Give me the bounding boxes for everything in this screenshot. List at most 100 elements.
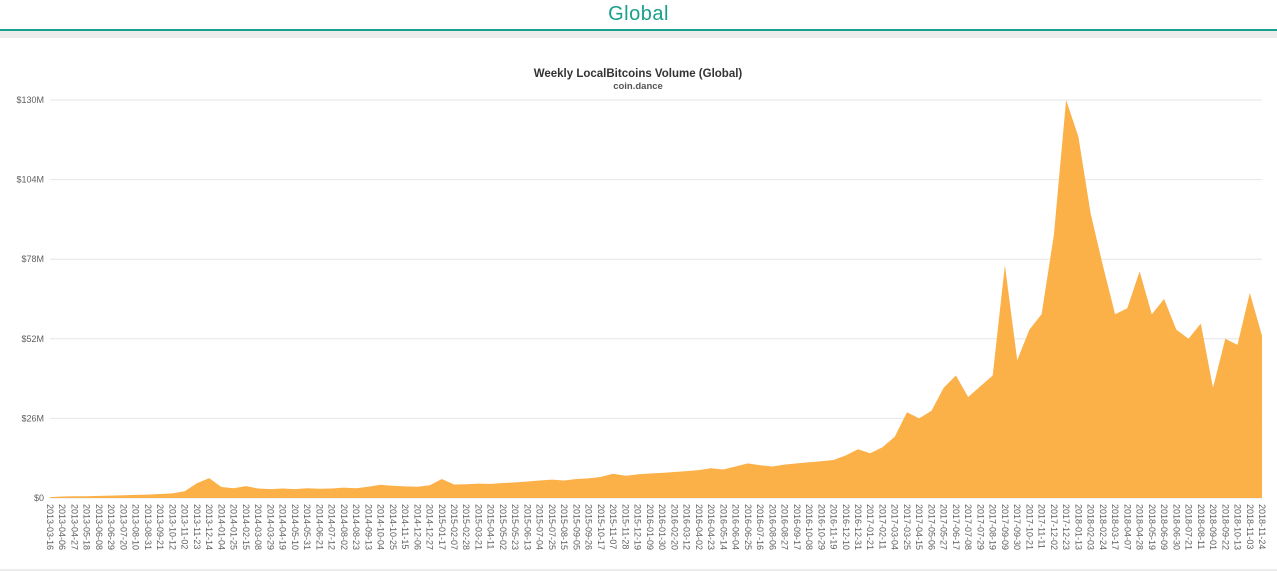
x-axis-tick-label: 2017-05-06 <box>927 504 937 550</box>
x-axis-tick-label: 2017-02-11 <box>878 504 888 549</box>
x-axis-tick-label: 2016-05-14 <box>718 504 728 550</box>
x-axis-tick-label: 2018-05-19 <box>1147 504 1157 550</box>
x-axis-tick-label: 2017-12-02 <box>1049 504 1059 550</box>
x-axis-tick-label: 2017-09-09 <box>1000 504 1010 550</box>
x-axis-tick-label: 2014-11-15 <box>400 504 410 549</box>
x-axis-tick-label: 2016-12-31 <box>853 504 863 550</box>
x-axis-tick-label: 2013-08-10 <box>131 504 141 550</box>
x-axis-tick-label: 2016-02-20 <box>669 504 679 550</box>
chart-subtitle: coin.dance <box>613 81 663 92</box>
x-axis-tick-label: 2013-03-16 <box>45 504 55 550</box>
x-axis-tick-label: 2015-11-28 <box>620 504 630 549</box>
x-axis-tick-label: 2014-05-10 <box>290 504 300 550</box>
x-axis-tick-label: 2014-07-12 <box>327 504 337 550</box>
x-axis-tick-label: 2013-11-02 <box>180 504 190 549</box>
x-axis-tick-label: 2013-05-18 <box>82 504 92 550</box>
x-axis-tick-label: 2015-03-21 <box>474 504 484 550</box>
x-axis-tick-label: 2017-01-21 <box>865 504 875 550</box>
x-axis-tick-label: 2016-06-25 <box>743 504 753 550</box>
x-axis-tick-label: 2016-08-27 <box>780 504 790 550</box>
x-axis-tick-label: 2015-07-25 <box>547 504 557 550</box>
x-axis-tick-label: 2015-09-05 <box>571 504 581 550</box>
x-axis-tick-label: 2015-08-15 <box>559 504 569 550</box>
x-axis-tick-label: 2018-10-13 <box>1233 504 1243 550</box>
x-axis-tick-label: 2013-06-29 <box>106 504 116 550</box>
x-axis-tick-label: 2013-10-12 <box>167 504 177 550</box>
x-axis-tick-label: 2017-12-23 <box>1061 504 1071 550</box>
x-axis-tick-label: 2016-04-02 <box>694 504 704 550</box>
x-axis-tick-label: 2014-10-25 <box>388 504 398 550</box>
x-axis-tick-label: 2015-05-02 <box>498 504 508 550</box>
x-axis-tick-label: 2017-04-15 <box>914 504 924 550</box>
x-axis-tick-label: 2016-09-17 <box>792 504 802 550</box>
x-axis-tick-label: 2016-08-06 <box>767 504 777 550</box>
x-axis-tick-label: 2013-08-31 <box>143 504 153 550</box>
x-axis-tick-label: 2018-02-03 <box>1086 504 1096 550</box>
x-axis-tick-label: 2014-12-27 <box>425 504 435 550</box>
x-axis-tick-label: 2018-11-03 <box>1245 504 1255 549</box>
x-axis-tick-label: 2014-03-08 <box>253 504 263 550</box>
x-axis-tick-label: 2015-10-17 <box>596 504 606 550</box>
x-axis-tick-label: 2018-11-24 <box>1257 504 1267 549</box>
x-axis-tick-label: 2014-08-23 <box>351 504 361 550</box>
x-axis-tick-label: 2013-04-06 <box>57 504 67 550</box>
volume-area-chart[interactable]: Weekly LocalBitcoins Volume (Global) coi… <box>0 38 1277 569</box>
x-axis-tick-label: 2016-10-08 <box>804 504 814 550</box>
x-axis-tick-label: 2014-04-19 <box>278 504 288 550</box>
x-axis-tick-label: 2017-11-11 <box>1037 504 1047 549</box>
y-axis-tick-label: $0 <box>34 493 44 503</box>
x-axis-tick-label: 2015-02-07 <box>449 504 459 550</box>
x-axis-tick-label: 2018-06-09 <box>1159 504 1169 550</box>
x-axis-tick-label: 2018-04-07 <box>1122 504 1132 550</box>
page-title: Global <box>608 3 669 25</box>
x-axis-tick-label: 2013-12-14 <box>204 504 214 550</box>
x-axis-tick-label: 2017-03-25 <box>902 504 912 550</box>
x-axis-tick-label: 2015-12-19 <box>633 504 643 550</box>
x-axis-tick-label: 2014-01-04 <box>216 504 226 550</box>
x-axis-tick-label: 2017-05-27 <box>939 504 949 550</box>
x-axis-tick-label: 2016-01-09 <box>645 504 655 550</box>
chart-card: Weekly LocalBitcoins Volume (Global) coi… <box>0 38 1277 569</box>
app-header: Global <box>0 0 1277 31</box>
x-axis-tick-label: 2014-10-04 <box>376 504 386 550</box>
x-axis-tick-label: 2017-06-17 <box>951 504 961 550</box>
x-axis-tick-label: 2018-01-13 <box>1073 504 1083 550</box>
x-axis-tick-label: 2015-07-04 <box>535 504 545 550</box>
x-axis-tick-label: 2013-07-20 <box>119 504 129 550</box>
x-axis-tick-label: 2016-12-10 <box>841 504 851 550</box>
x-axis-tick-label: 2015-02-28 <box>461 504 471 550</box>
x-axis-tick-label: 2014-06-21 <box>314 504 324 550</box>
y-axis-tick-label: $26M <box>21 413 44 423</box>
series-group <box>50 100 1262 498</box>
x-axis-tick-label: 2016-06-04 <box>731 504 741 550</box>
x-axis-tick-label: 2013-06-08 <box>94 504 104 550</box>
x-axis-tick-label: 2014-12-06 <box>412 504 422 550</box>
x-axis-tick-label: 2017-07-08 <box>963 504 973 550</box>
x-axis-tick-label: 2018-09-22 <box>1220 504 1230 550</box>
x-axis-tick-label: 2018-04-28 <box>1135 504 1145 550</box>
x-axis-tick-label: 2018-08-11 <box>1196 504 1206 549</box>
x-axis-tick-label: 2015-11-07 <box>608 504 618 549</box>
y-axis-tick-label: $130M <box>16 95 44 105</box>
x-axis-tick-label: 2014-02-15 <box>241 504 251 550</box>
x-axis-tick-label: 2015-05-23 <box>510 504 520 550</box>
x-axis-tick-label: 2016-01-30 <box>657 504 667 550</box>
x-axis-tick-label: 2015-04-11 <box>486 504 496 549</box>
x-axis-tick-label: 2018-09-01 <box>1208 504 1218 550</box>
x-axis-tick-label: 2017-09-30 <box>1012 504 1022 550</box>
x-axis-tick-label: 2014-05-31 <box>302 504 312 550</box>
volume-area-series[interactable] <box>50 100 1262 498</box>
x-axis-tick-label: 2016-03-12 <box>682 504 692 550</box>
x-axis-tick-label: 2015-01-17 <box>437 504 447 550</box>
x-axis-tick-label: 2016-10-29 <box>816 504 826 550</box>
x-axis-tick-label: 2017-08-19 <box>988 504 998 550</box>
x-axis-tick-label: 2014-08-02 <box>339 504 349 550</box>
x-axis-tick-label: 2017-10-21 <box>1024 504 1034 550</box>
x-axis-tick-label: 2016-07-16 <box>755 504 765 550</box>
x-axis-tick-label: 2013-11-23 <box>192 504 202 549</box>
x-axis-tick-label: 2014-03-29 <box>265 504 275 550</box>
y-axis-tick-label: $104M <box>16 175 44 185</box>
x-axis-tick-label: 2017-07-29 <box>975 504 985 550</box>
x-axis-tick-label: 2018-02-24 <box>1098 504 1108 550</box>
x-axis-tick-label: 2014-09-13 <box>363 504 373 550</box>
